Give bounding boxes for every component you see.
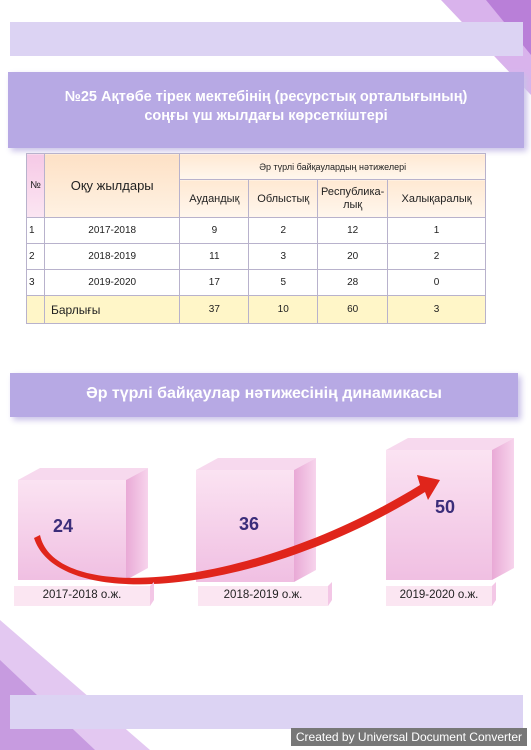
cell-republic: 20	[317, 243, 389, 270]
total-no	[26, 295, 45, 324]
value-2019-2020: 50	[435, 497, 456, 517]
total-international: 3	[387, 295, 486, 324]
total-label: Барлығы	[43, 295, 181, 324]
watermark: Created by Universal Document Converter	[290, 728, 527, 746]
title-line-2: соңғы үш жылдағы көрсеткіштері	[144, 108, 388, 124]
cell-republic: 28	[317, 269, 389, 296]
col-years-header: Оқу жылдары	[43, 153, 181, 218]
dynamics-banner	[10, 373, 518, 417]
cell-district: 17	[179, 269, 250, 296]
cube-2017-2018	[18, 468, 148, 580]
row-no: 1	[26, 217, 45, 244]
cell-republic: 12	[317, 217, 389, 244]
header-international: Халықаралық	[387, 179, 486, 218]
cell-region: 2	[248, 217, 319, 244]
header-republic-line2: лық	[343, 198, 363, 211]
value-2017-2018: 24	[53, 516, 74, 536]
cell-international: 0	[387, 269, 486, 296]
growth-arrow-icon	[34, 475, 440, 585]
cell-district: 9	[179, 217, 250, 244]
cell-region: 3	[248, 243, 319, 270]
cell-district: 11	[179, 243, 250, 270]
total-region: 10	[248, 295, 319, 324]
cubes-graphic	[18, 438, 514, 585]
total-district: 37	[179, 295, 250, 324]
cell-region: 5	[248, 269, 319, 296]
header-district: Аудандық	[179, 179, 250, 218]
cube-2019-2020	[386, 438, 514, 580]
table-row: 3 2019-2020 17 5 28 0	[26, 269, 486, 296]
cell-international: 1	[387, 217, 486, 244]
group-header: Әр түрлі байқаулардың нәтижелері	[179, 153, 486, 180]
year-label-2019-2020: 2019-2020 о.ж.	[399, 589, 479, 601]
title-banner	[8, 72, 524, 148]
year-label-2017-2018: 2017-2018 о.ж.	[42, 589, 122, 601]
table-total-row: Барлығы 37 10 60 3	[26, 295, 486, 324]
year-label-plates	[14, 582, 496, 606]
table-row: 1 2017-2018 9 2 12 1	[26, 217, 486, 244]
page-title: №25 Ақтөбе тірек мектебінің (ресурстық о…	[8, 88, 524, 126]
title-line-1: №25 Ақтөбе тірек мектебінің (ресурстық о…	[64, 89, 468, 105]
row-no: 3	[26, 269, 45, 296]
results-table: № Оқу жылдары Әр түрлі байқаулардың нәти…	[26, 153, 486, 324]
row-year: 2017-2018	[43, 217, 181, 244]
table-row: 2 2018-2019 11 3 20 2	[26, 243, 486, 270]
value-2018-2019: 36	[239, 514, 260, 534]
total-republic: 60	[317, 295, 389, 324]
col-no-header: №	[26, 153, 45, 218]
year-label-2018-2019: 2018-2019 о.ж.	[223, 589, 303, 601]
top-decorative-bar	[10, 22, 523, 56]
header-republic: Республика- лық	[317, 179, 389, 218]
decorative-corner-bottom-left	[0, 620, 150, 750]
cell-international: 2	[387, 243, 486, 270]
row-no: 2	[26, 243, 45, 270]
row-year: 2018-2019	[43, 243, 181, 270]
bottom-decorative-bar	[10, 695, 523, 729]
header-republic-line1: Республика-	[321, 185, 385, 198]
row-year: 2019-2020	[43, 269, 181, 296]
dynamics-title: Әр түрлі байқаулар нәтижесінің динамикас…	[86, 385, 442, 402]
header-region: Облыстық	[248, 179, 319, 218]
